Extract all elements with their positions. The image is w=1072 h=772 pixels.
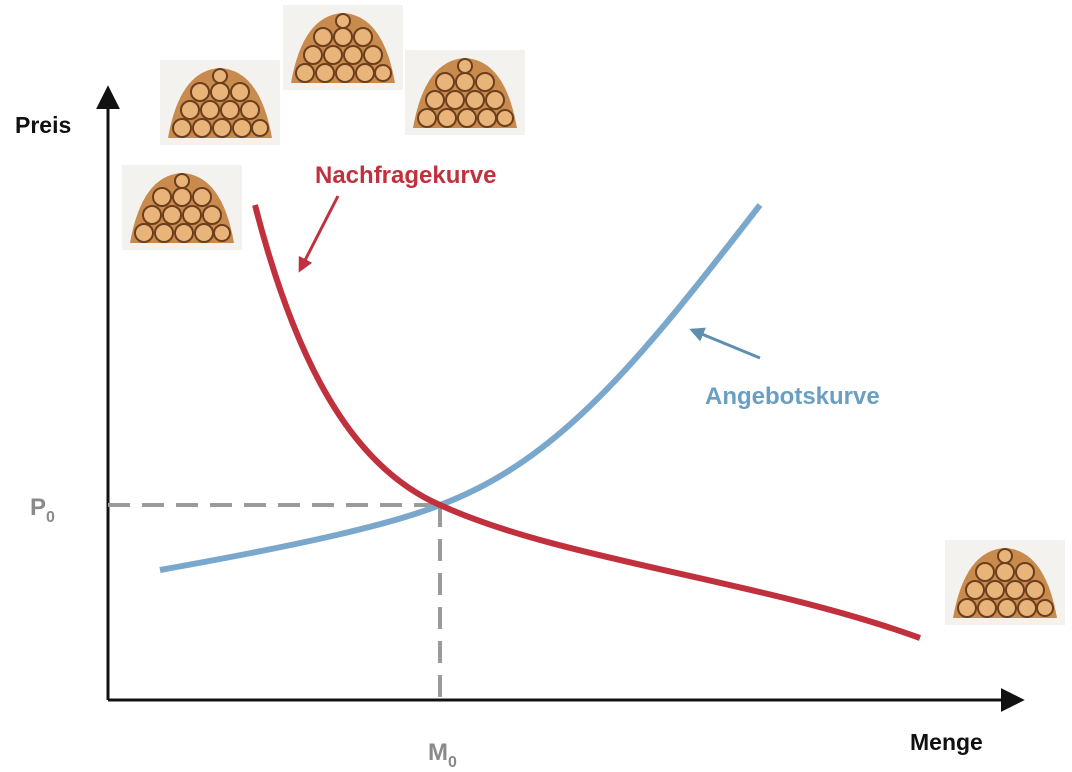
marker-main: M <box>428 739 448 766</box>
marker-sub: 0 <box>448 754 457 771</box>
marker-main: P <box>30 494 46 521</box>
demand-curve <box>255 205 920 638</box>
supply-label: Angebotskurve <box>705 383 880 410</box>
y-axis-label: Preis <box>15 112 71 138</box>
demand-pointer <box>300 196 338 270</box>
price-marker: P0 <box>30 494 55 526</box>
woodpile <box>283 5 403 90</box>
woodpile <box>405 50 525 135</box>
marker-sub: 0 <box>46 509 55 526</box>
x-axis-label: Menge <box>910 729 983 755</box>
woodpile <box>160 60 280 145</box>
woodpile <box>945 540 1065 625</box>
supply-pointer <box>692 330 760 358</box>
woodpile <box>122 165 242 250</box>
supply-demand-diagram: Preis Menge P0 M0 Nachfragekurve Angebot… <box>0 0 1072 772</box>
demand-label: Nachfragekurve <box>315 162 496 189</box>
quantity-marker: M0 <box>428 739 457 771</box>
